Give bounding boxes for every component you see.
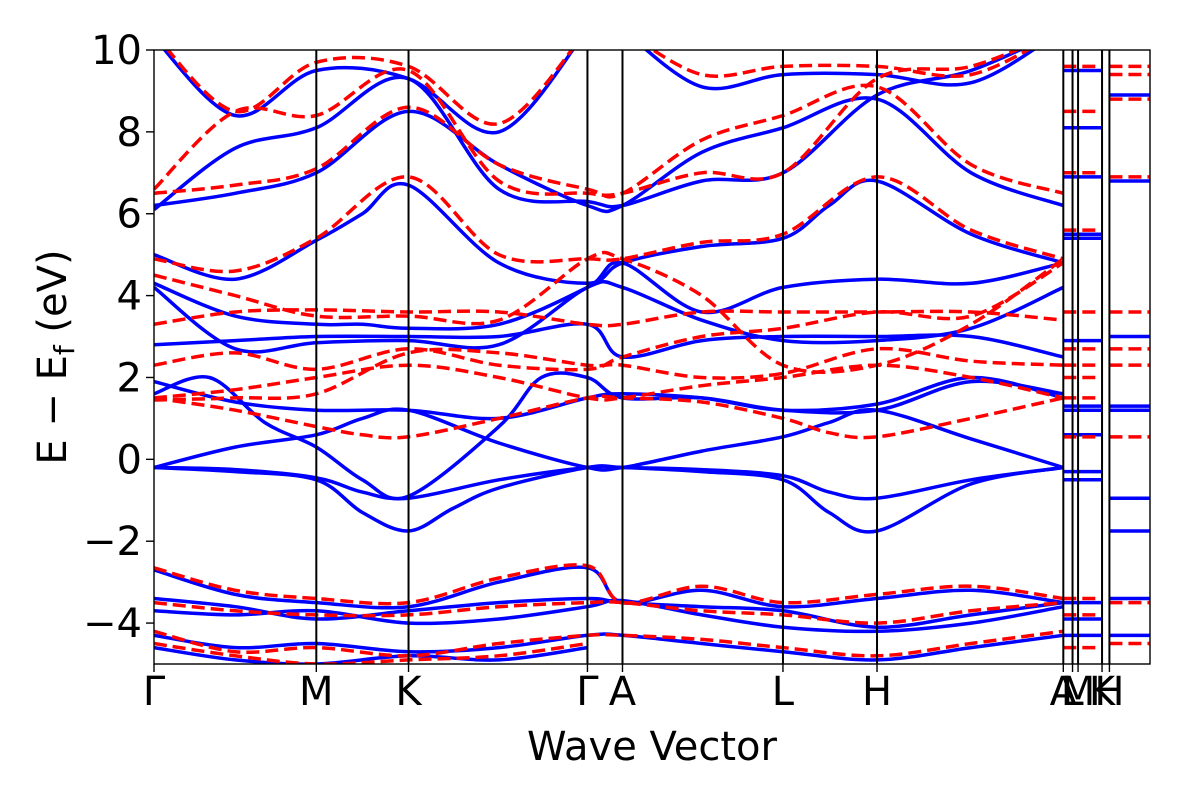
bands-layer [154, 50, 1150, 664]
x-tick-label: M [1061, 669, 1096, 715]
band-solid [154, 565, 1064, 610]
band-solid [154, 632, 1064, 662]
band-dashed [154, 50, 1021, 198]
y-axis-label-tail: (eV) [30, 249, 76, 345]
y-axis-label-sub: f [48, 344, 81, 355]
band-dashed [154, 261, 1065, 372]
band-dashed [154, 363, 1064, 402]
x-tick-label: A [609, 669, 637, 715]
y-tick-label: 0 [117, 437, 142, 483]
x-tick-label: H [1094, 669, 1124, 715]
y-tick-label: 4 [117, 274, 142, 320]
x-tick-label: K [395, 669, 423, 715]
band-solid [154, 50, 1024, 211]
y-axis-label: E − Ef (eV) [30, 249, 81, 464]
band-dashed [154, 641, 588, 664]
band-solid [154, 407, 1064, 472]
y-tick-label: 8 [117, 110, 142, 156]
y-tick-label: 10 [91, 28, 142, 74]
band-dashed [165, 50, 574, 126]
x-tick-label: H [862, 669, 892, 715]
band-solid [154, 96, 1064, 214]
band-solid [154, 645, 588, 664]
x-axis-label: Wave Vector [527, 724, 778, 770]
band-dashed [154, 600, 1064, 625]
band-solid [154, 321, 1064, 360]
y-tick-label: −4 [83, 601, 142, 647]
band-solid [154, 371, 1064, 501]
plot-frame [153, 49, 1151, 665]
band-dashed [650, 50, 1032, 78]
band-solid [154, 375, 1064, 421]
high-symmetry-lines [315, 50, 1111, 664]
x-tick-label: K [1089, 669, 1117, 715]
band-dashed [154, 83, 1064, 199]
y-tick-label: 2 [117, 355, 142, 401]
band-solid [154, 280, 1065, 354]
x-tick-label: M [299, 669, 334, 715]
band-dashed [154, 629, 1064, 658]
band-solid [643, 50, 1037, 91]
y-tick-label: 6 [117, 192, 142, 238]
x-tick-label: Γ [143, 669, 166, 715]
y-tick-label: −2 [83, 519, 142, 565]
y-axis: −4 −2 0 2 4 6 8 10 [83, 28, 154, 647]
x-tick-label: A [1050, 669, 1078, 715]
band-dashed [154, 394, 1064, 440]
band-solid [154, 598, 1064, 634]
y-axis-label-main: E − E [30, 355, 76, 465]
x-tick-label: L [772, 669, 795, 715]
band-dashed [154, 563, 1064, 606]
x-tick-label: Γ [576, 669, 599, 715]
band-solid [154, 596, 1064, 629]
band-solid [162, 50, 575, 135]
x-tick-label: L [1061, 669, 1084, 715]
band-solid [154, 464, 1064, 534]
band-dashed [154, 250, 1065, 374]
